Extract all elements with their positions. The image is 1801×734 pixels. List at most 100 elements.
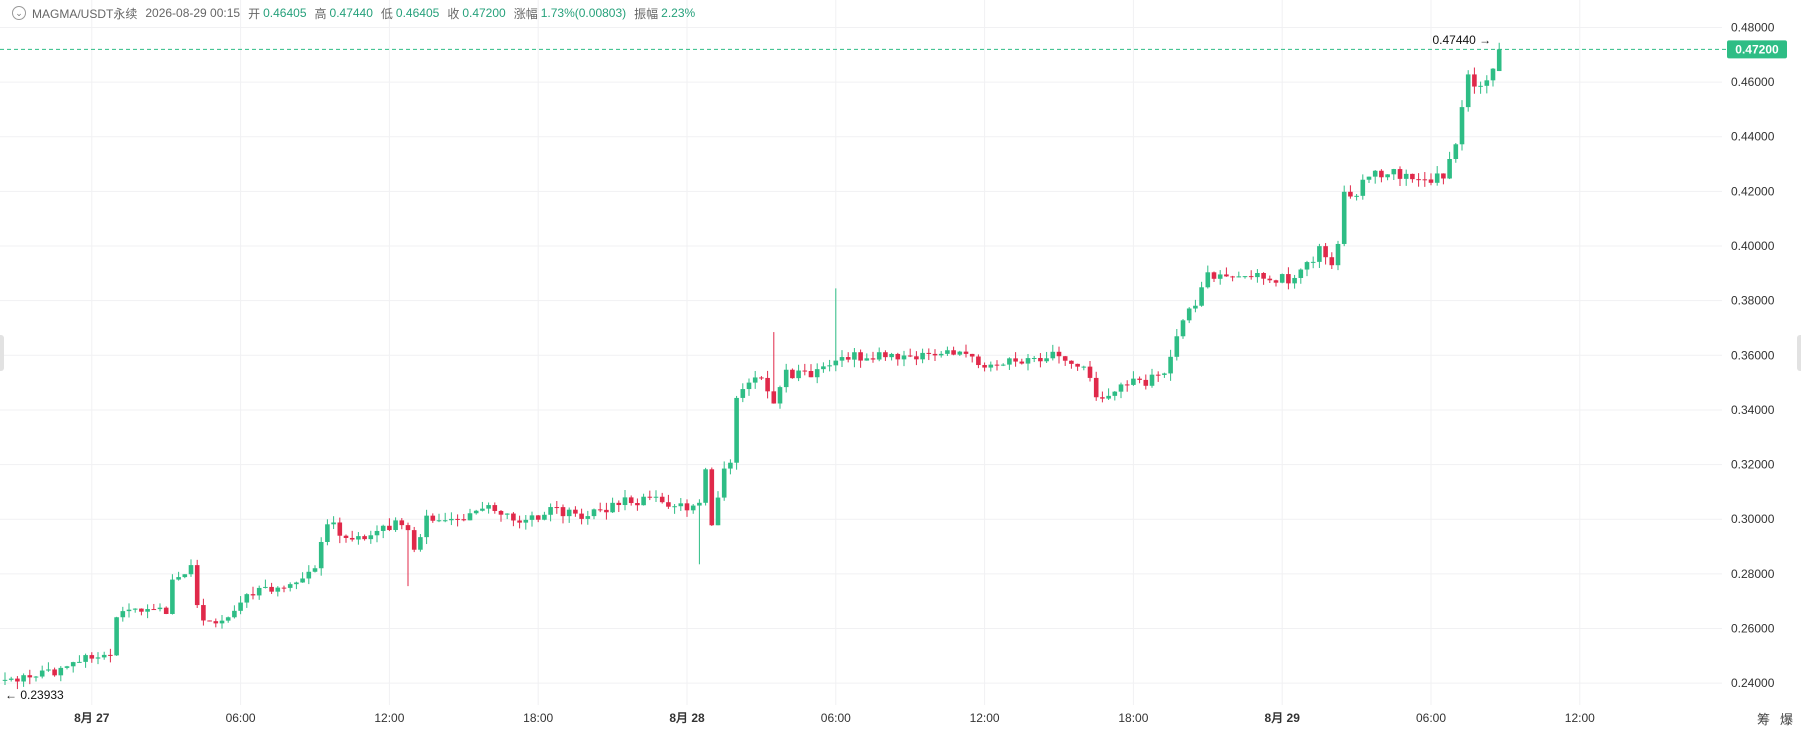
candle-body <box>759 377 764 379</box>
candle-body <box>1193 305 1198 309</box>
candle <box>988 361 994 372</box>
candle <box>647 490 653 501</box>
candle <box>858 349 863 368</box>
candle <box>95 652 101 665</box>
candle <box>1124 380 1130 392</box>
candle-body <box>306 571 312 579</box>
candle-body <box>343 535 349 538</box>
candle <box>312 565 318 573</box>
x-tick-label: 8月 28 <box>669 711 705 725</box>
candle-body <box>548 507 553 515</box>
candle-body <box>951 350 956 355</box>
candle <box>511 512 516 527</box>
candle-body <box>1100 397 1105 399</box>
candle-body <box>1199 287 1204 306</box>
right-panel-handle[interactable] <box>1797 335 1801 371</box>
candle <box>424 509 429 545</box>
candle <box>771 332 777 404</box>
candle-body <box>1453 144 1459 159</box>
candle-body <box>287 584 293 588</box>
candle-body <box>1292 277 1297 284</box>
candle <box>114 616 119 656</box>
candle <box>1360 174 1366 200</box>
candle <box>1484 75 1490 94</box>
candle <box>120 606 126 622</box>
candle <box>678 498 684 511</box>
candle-body <box>1434 173 1440 183</box>
candle-body <box>1447 158 1452 179</box>
candle <box>1137 376 1142 384</box>
candle-body <box>883 352 888 358</box>
candle-body <box>424 515 429 538</box>
candle-body <box>1428 179 1434 183</box>
candle <box>219 614 225 629</box>
candle <box>467 508 473 521</box>
candle <box>132 608 138 613</box>
candle <box>108 648 113 663</box>
candle <box>951 346 956 356</box>
last-price-tag-text: 0.47200 <box>1735 42 1779 56</box>
candle <box>734 395 739 470</box>
candle-body <box>1093 377 1099 398</box>
candle <box>573 506 578 517</box>
candle <box>1428 173 1434 186</box>
candle-body <box>672 506 677 508</box>
candle-body <box>1310 261 1316 263</box>
candle-body <box>1490 68 1496 81</box>
x-tick-label: 12:00 <box>1565 711 1595 725</box>
candle-body <box>387 525 392 531</box>
candle-body <box>1019 361 1025 364</box>
candle-body <box>411 530 417 550</box>
candle <box>548 503 553 522</box>
chevron-down-icon[interactable]: ⌄ <box>12 6 26 20</box>
candle <box>418 534 423 552</box>
candle <box>213 618 219 628</box>
candle <box>1447 151 1452 180</box>
ohlc-header: ⌄ MAGMA/USDT永续 2026-08-29 00:15 开 0.46405… <box>12 5 695 21</box>
candle-body <box>511 513 516 521</box>
candle <box>1279 273 1285 284</box>
candle-body <box>610 502 615 513</box>
candle <box>728 459 733 475</box>
candle-body <box>21 675 26 682</box>
candle-body <box>858 352 863 361</box>
candle <box>39 665 45 679</box>
candle-body <box>33 676 39 678</box>
candle-body <box>988 364 994 368</box>
chip-tool-button[interactable]: 筹 <box>1756 712 1770 727</box>
symbol-label[interactable]: MAGMA/USDT永续 <box>32 6 138 21</box>
candle-body <box>1224 274 1229 277</box>
candle <box>740 383 746 403</box>
candle-body <box>393 520 398 531</box>
candle-body <box>566 509 572 517</box>
candle-body <box>622 497 628 506</box>
candle-body <box>1081 366 1087 368</box>
candle-body <box>1050 351 1056 359</box>
x-axis: 8月 27 06:00 12:00 18:00 8月 28 06:00 12:00 18:00… <box>74 711 1595 725</box>
candle-body <box>876 352 882 360</box>
candle-body <box>473 510 479 514</box>
candle-body <box>845 357 851 360</box>
candle <box>1075 363 1080 371</box>
high-annotation: 0.47440 → <box>1432 33 1491 47</box>
candle <box>1453 143 1459 163</box>
candle-body <box>89 655 95 659</box>
candle <box>579 508 584 525</box>
candle-body <box>889 353 894 358</box>
candle-body <box>870 358 876 360</box>
candle-body <box>1106 395 1111 399</box>
left-panel-handle[interactable] <box>0 335 4 371</box>
candle <box>331 516 336 530</box>
candle <box>845 352 851 363</box>
candle <box>145 604 150 619</box>
liquidation-tool-button[interactable]: 爆 <box>1779 712 1793 727</box>
candle-body <box>839 357 845 361</box>
candle <box>1267 275 1273 284</box>
last-price-tag-bg <box>1727 40 1787 59</box>
x-tick-label: 12:00 <box>970 711 1000 725</box>
close-label: 收 <box>447 6 460 21</box>
candle-body <box>1360 179 1366 196</box>
